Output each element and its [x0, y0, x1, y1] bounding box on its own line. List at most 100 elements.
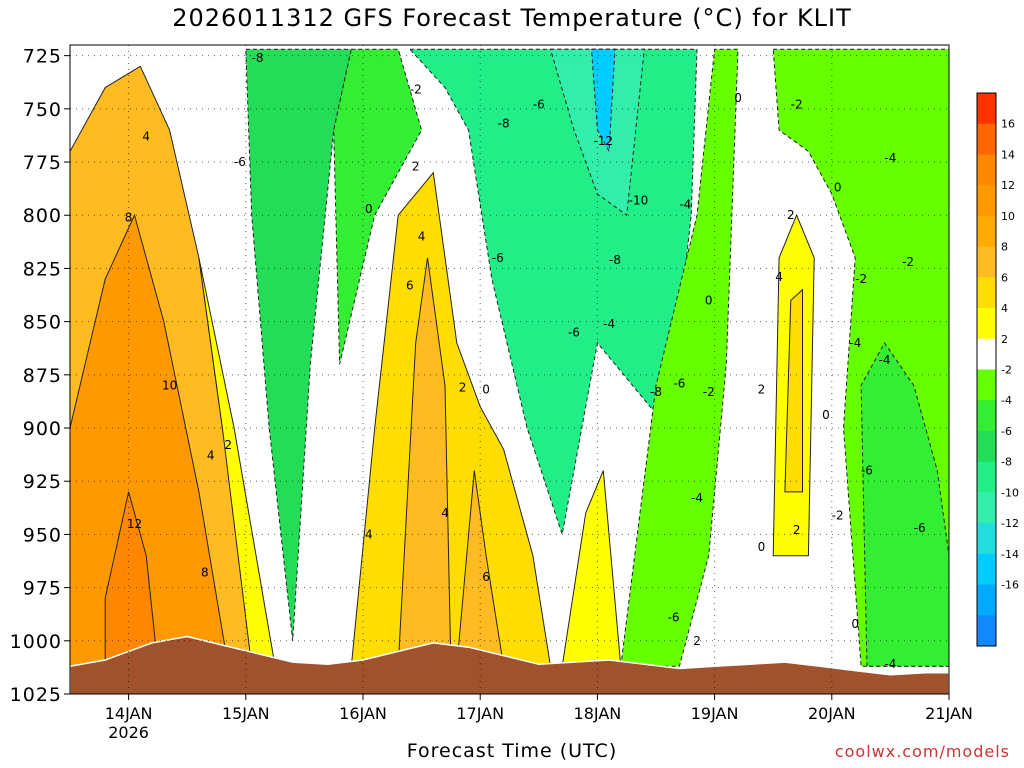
- temperature-region-cold-column-day6: [620, 48, 739, 667]
- y-tick-label: 1000: [10, 631, 62, 653]
- chart-title: 2026011312 GFS Forecast Temperature (°C)…: [172, 4, 852, 32]
- colorbar-label: -4: [1001, 394, 1012, 407]
- x-tick-sublabel: 2026: [108, 723, 149, 742]
- y-tick-label: 800: [23, 205, 62, 227]
- colorbar-swatch: [977, 277, 996, 309]
- contour-label: -2: [832, 508, 844, 522]
- y-tick-label: 900: [23, 418, 62, 440]
- colorbar-label: 8: [1001, 241, 1008, 254]
- colorbar-swatch: [977, 461, 996, 493]
- contour-label: 2: [412, 159, 420, 173]
- colorbar-label: -6: [1001, 425, 1012, 438]
- contour-label: -6: [668, 610, 680, 624]
- colorbar-swatch: [977, 308, 996, 340]
- colorbar-swatch: [977, 615, 996, 647]
- colorbar-label: -10: [1001, 486, 1019, 499]
- colorbar-label: -16: [1001, 579, 1019, 592]
- colorbar-swatch: [977, 400, 996, 432]
- credit-text: coolwx.com/models: [834, 742, 1010, 761]
- contour-label: -6: [861, 464, 873, 478]
- y-tick-label: 750: [23, 99, 62, 121]
- colorbar-label: 14: [1001, 148, 1015, 161]
- contour-label: 4: [441, 506, 449, 520]
- temperature-region-cold-core-day5: [549, 48, 645, 217]
- contour-label: -4: [884, 151, 896, 165]
- contour-label: 2: [758, 383, 766, 397]
- colorbar-label: -14: [1001, 548, 1019, 561]
- colorbar-frame: [976, 92, 997, 647]
- contour-label: -6: [914, 521, 926, 535]
- colorbar-swatch: [977, 492, 996, 524]
- plot-frame: [69, 44, 950, 695]
- contour-label: -6: [568, 325, 580, 339]
- contour-label: -2: [410, 83, 422, 97]
- contour-label: -4: [691, 491, 703, 505]
- x-tick-label: 16JAN: [339, 704, 387, 723]
- y-tick-label: 950: [23, 524, 62, 546]
- contour-label: -4: [884, 657, 896, 671]
- colorbar-label: 6: [1001, 271, 1008, 284]
- y-tick-label: 975: [23, 578, 62, 600]
- temperature-region-warm-hot-day1: [104, 491, 159, 667]
- contour-label: 4: [775, 270, 783, 284]
- colorbar-swatch: [977, 123, 996, 155]
- contour-label: 2: [787, 208, 795, 222]
- colorbar-label: -12: [1001, 517, 1019, 530]
- colorbar-swatch: [977, 553, 996, 586]
- y-tick-label: 775: [23, 152, 62, 174]
- colorbar-swatch: [977, 185, 996, 217]
- colorbar-label: -2: [1001, 364, 1012, 377]
- contour-label: 0: [365, 202, 373, 216]
- y-tick-label: 925: [23, 471, 62, 493]
- contour-label: 0: [758, 540, 766, 554]
- colorbar-label: 16: [1001, 118, 1015, 131]
- contour-label: -4: [849, 336, 861, 350]
- x-tick-label: 17JAN: [456, 704, 504, 723]
- contour-label: -4: [879, 353, 891, 367]
- contour-label: -6: [533, 98, 545, 112]
- contour-label: -4: [679, 198, 691, 212]
- contour-label: 8: [125, 210, 133, 224]
- contour-label: -6: [234, 155, 246, 169]
- colorbar-swatch: [977, 369, 996, 401]
- contour-label: 0: [734, 91, 742, 105]
- contour-label: -6: [492, 251, 504, 265]
- contour-label: -2: [791, 98, 803, 112]
- contour-label: 0: [482, 383, 490, 397]
- y-tick-label: 825: [23, 258, 62, 280]
- contour-label: -2: [902, 255, 914, 269]
- temperature-region-cold-core-day8: [860, 341, 949, 667]
- temperature-region-cold-dip-day3: [333, 48, 423, 365]
- contour-label: 0: [822, 408, 830, 422]
- colorbar-swatch: [977, 246, 996, 278]
- contour-label: 12: [127, 517, 142, 531]
- contour-label: 0: [834, 181, 842, 195]
- colorbar-label: 2: [1001, 333, 1008, 346]
- contour-label: -6: [673, 376, 685, 390]
- contour-label: 2: [224, 438, 232, 452]
- contour-label: 0: [851, 617, 859, 631]
- contour-label: 4: [365, 527, 373, 541]
- contour-label: 6: [406, 278, 414, 292]
- contour-label: -8: [252, 51, 264, 65]
- contour-label: 8: [201, 566, 209, 580]
- colorbar-swatch: [977, 93, 996, 125]
- contour-label: 4: [142, 129, 150, 143]
- terrain-surface: [70, 635, 949, 694]
- contour-label: -12: [593, 134, 613, 148]
- colorbar-label: -8: [1001, 456, 1012, 469]
- colorbar-swatch: [977, 430, 996, 463]
- x-axis-label: Forecast Time (UTC): [406, 740, 618, 762]
- colorbar-swatch: [977, 338, 996, 370]
- contour-label: -8: [609, 253, 621, 267]
- temperature-region-cold-center-day5: [590, 48, 616, 154]
- x-tick-label: 19JAN: [691, 704, 739, 723]
- x-tick-label: 15JAN: [222, 704, 270, 723]
- colorbar-label: 10: [1001, 210, 1015, 223]
- colorbar-label: 12: [1001, 179, 1015, 192]
- contour-label: -10: [629, 193, 649, 207]
- colorbar-swatch: [977, 154, 996, 186]
- x-tick-label: 20JAN: [808, 704, 856, 723]
- contour-label: 10: [162, 378, 177, 392]
- contour-label: 2: [459, 381, 467, 395]
